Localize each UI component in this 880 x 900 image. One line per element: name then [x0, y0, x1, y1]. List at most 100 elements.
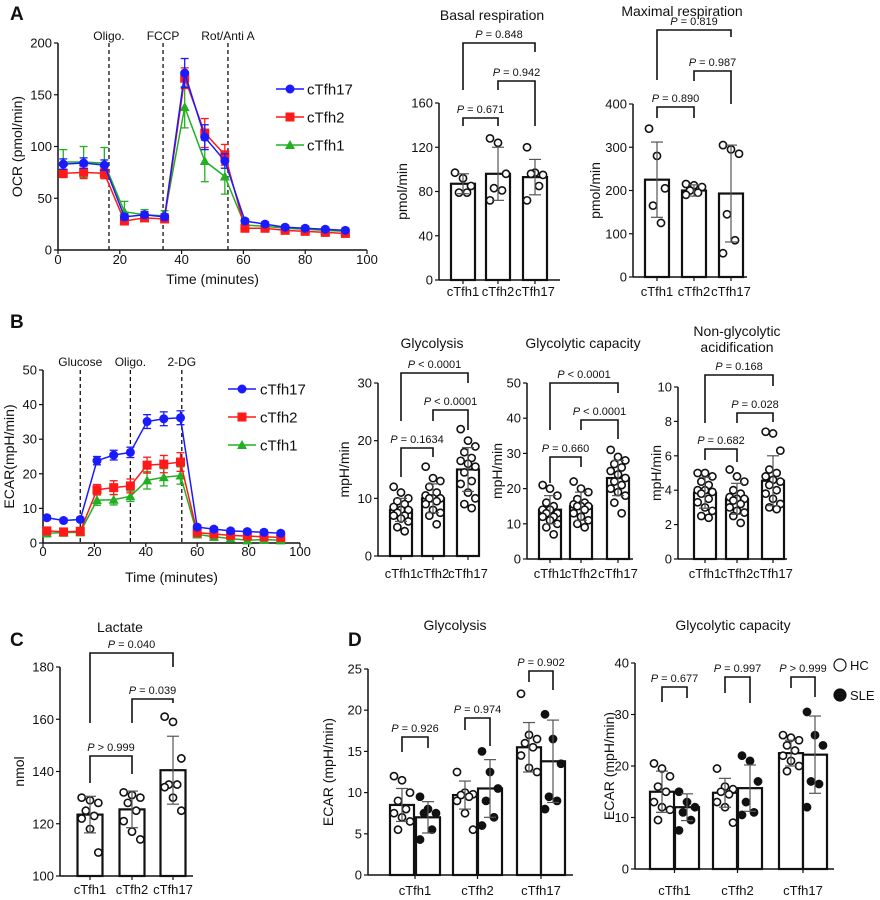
p-value-label: P = 0.682: [697, 435, 744, 447]
data-point: [690, 802, 700, 812]
significance-bracket: [401, 736, 429, 752]
data-point: [745, 756, 755, 766]
y-tick-label: 20: [23, 466, 37, 481]
chart-title: Glycolysis: [423, 617, 486, 633]
circle-marker: [59, 516, 69, 526]
chart-title: acidification: [700, 339, 773, 355]
y-tick-label: 10: [658, 380, 672, 395]
circle-marker: [260, 219, 270, 229]
data-point: [522, 142, 532, 152]
y-tick-label: 160: [411, 96, 433, 111]
circle-marker: [220, 156, 230, 166]
p-value-label: P = 0.1634: [390, 434, 444, 446]
data-point: [501, 169, 511, 179]
significance-bracket: [464, 717, 491, 746]
data-point: [549, 529, 559, 539]
x-tick-label: 60: [236, 252, 250, 267]
data-point: [459, 499, 469, 509]
data-point: [481, 796, 491, 806]
p-value-label: P = 0.848: [475, 29, 522, 41]
category-label: cTfh17: [711, 284, 751, 299]
circle-marker: [140, 210, 150, 220]
data-point: [617, 463, 627, 472]
y-tick-label: 30: [23, 432, 37, 447]
treatment-label: Glucose: [58, 355, 102, 369]
y-tick-label: 120: [32, 816, 54, 831]
data-point: [775, 477, 785, 486]
data-point: [77, 814, 87, 823]
data-point: [538, 480, 548, 490]
data-point: [544, 792, 554, 802]
data-point: [644, 124, 654, 134]
triangle-marker: [108, 494, 119, 504]
y-tick-label: 180: [32, 660, 54, 675]
p-value-label: P = 0.677: [651, 673, 698, 685]
data-point: [736, 518, 746, 528]
data-point: [467, 476, 477, 486]
y-tick-label: 0: [514, 552, 521, 567]
p-value-label: P = 0.974: [454, 704, 501, 716]
data-point: [135, 835, 145, 844]
category-label: cTfh17: [153, 882, 193, 897]
category-label: cTfh1: [399, 883, 432, 898]
data-point: [468, 825, 478, 835]
data-point: [419, 808, 429, 818]
category-label: cTfh17: [521, 883, 561, 898]
y-axis-label: OCR (pmol/min): [9, 96, 25, 197]
chart-title: Glycolysis: [400, 335, 463, 351]
significance-bracket: [400, 372, 469, 421]
category-label: cTfh1: [534, 566, 567, 581]
treatment-label: 2-DG: [167, 355, 196, 369]
data-point: [526, 169, 536, 179]
square-marker: [59, 527, 69, 537]
y-tick-label: 6: [665, 448, 672, 463]
data-point: [678, 807, 688, 817]
y-axis-label: pmol/min: [587, 162, 603, 219]
x-tick-label: 20: [113, 252, 127, 267]
p-value-label: P < 0.0001: [424, 396, 478, 408]
category-label: cTfh1: [658, 883, 691, 898]
data-point: [477, 821, 487, 830]
circle-marker: [237, 384, 247, 394]
data-point: [160, 712, 170, 722]
data-point: [534, 181, 544, 191]
circle-marker: [240, 216, 250, 226]
data-point: [737, 810, 747, 820]
significance-bracket: [693, 70, 732, 104]
triangle-marker: [237, 440, 247, 449]
data-point: [768, 429, 778, 438]
x-tick-label: 20: [87, 544, 101, 559]
data-point: [617, 480, 627, 490]
category-label: cTfh1: [385, 566, 418, 581]
panel-label-A: A: [10, 4, 24, 25]
treatment-label: Rot/Anti A: [201, 29, 254, 43]
data-point: [674, 825, 684, 835]
data-point: [470, 493, 480, 503]
p-value-label: P = 0.028: [731, 399, 778, 411]
triangle-marker: [125, 491, 136, 501]
significance-bracket: [432, 409, 469, 430]
significance-bracket: [528, 670, 554, 690]
chart-title: Maximal respiration: [621, 3, 742, 19]
data-point: [541, 498, 551, 508]
data-point: [753, 777, 763, 786]
data-point: [576, 484, 586, 493]
triangle-marker: [142, 475, 153, 485]
data-point: [653, 782, 663, 791]
data-point: [761, 489, 771, 499]
data-point: [424, 511, 434, 521]
chart-2: 0 100 200 300 400 pmol/min Maximal respiration…: [587, 3, 751, 299]
significance-bracket: [704, 374, 774, 423]
data-point: [818, 741, 828, 750]
data-point: [485, 133, 495, 143]
square-marker: [92, 485, 102, 495]
data-point: [528, 742, 538, 752]
square-marker: [175, 457, 185, 467]
significance-bracket: [89, 755, 133, 783]
data-point: [764, 480, 774, 490]
data-point: [393, 825, 403, 835]
square-marker: [240, 223, 250, 233]
y-tick-label: 0: [355, 868, 362, 883]
y-axis-label: mpH/min: [648, 445, 664, 501]
